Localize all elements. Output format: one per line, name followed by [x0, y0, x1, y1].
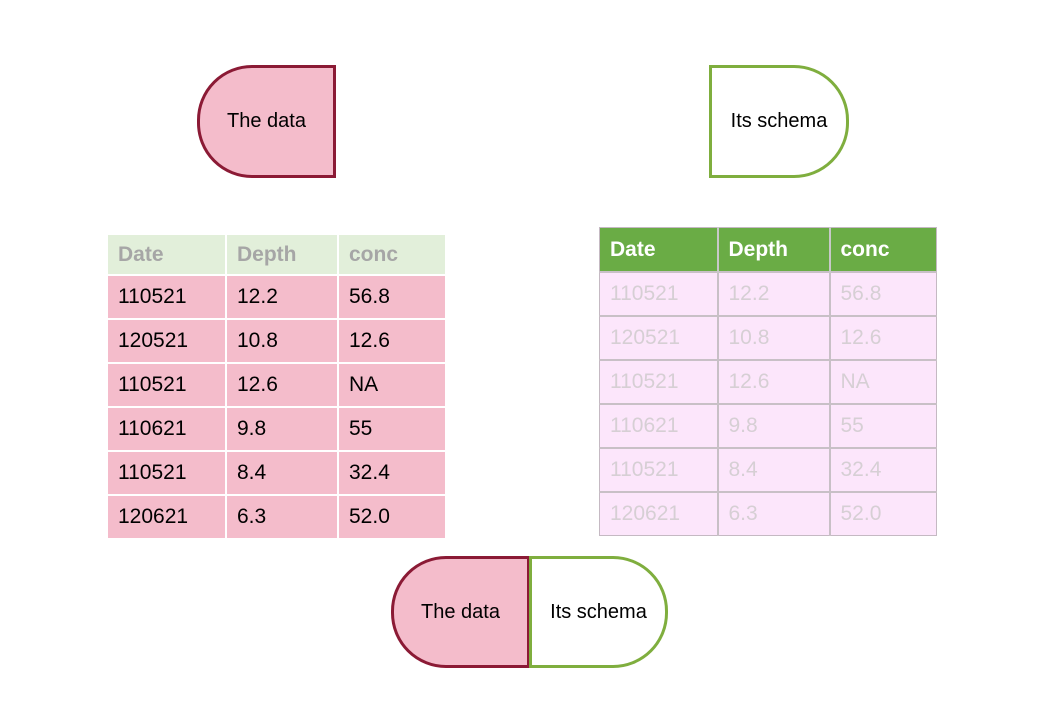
schema-table-header-depth: Depth — [717, 227, 831, 272]
data-cell-depth: 9.8 — [226, 407, 339, 452]
data-table-row: 110521 12.6 NA — [108, 363, 445, 408]
data-table-row: 110621 9.8 55 — [108, 407, 445, 452]
schema-table-header-date: Date — [599, 227, 719, 272]
data-cell-conc: 56.8 — [338, 275, 445, 320]
data-table-header-row: Date Depth conc — [108, 235, 445, 276]
schema-shape-bottom-label: Its schema — [550, 600, 647, 623]
schema-cell-conc: 56.8 — [829, 271, 937, 316]
schema-shape-top-label: Its schema — [730, 110, 828, 132]
data-cell-date: 110621 — [108, 407, 227, 452]
schema-cell-date: 110521 — [599, 359, 719, 404]
schema-table-header-row: Date Depth conc — [599, 227, 937, 272]
data-table-header-date: Date — [108, 235, 227, 276]
schema-cell-conc: 32.4 — [829, 447, 937, 492]
schema-table-row: 120621 6.3 52.0 — [599, 491, 937, 536]
data-shape-bottom-label: The data — [421, 600, 500, 623]
schema-cell-date: 120521 — [599, 315, 719, 360]
data-table-row: 110521 8.4 32.4 — [108, 451, 445, 496]
data-cell-depth: 12.2 — [226, 275, 339, 320]
schema-cell-depth: 10.8 — [717, 315, 831, 360]
data-cell-conc: 12.6 — [338, 319, 445, 364]
schema-cell-conc: 12.6 — [829, 315, 937, 360]
schema-cell-depth: 8.4 — [717, 447, 831, 492]
data-table-header-depth: Depth — [226, 235, 339, 276]
data-cell-depth: 6.3 — [226, 495, 339, 538]
schema-cell-date: 110521 — [599, 447, 719, 492]
schema-table-row: 120521 10.8 12.6 — [599, 315, 937, 360]
data-cell-date: 110521 — [108, 451, 227, 496]
data-table-row: 120621 6.3 52.0 — [108, 495, 445, 538]
schema-table-row: 110521 12.2 56.8 — [599, 271, 937, 316]
data-cell-date: 110521 — [108, 275, 227, 320]
data-cell-depth: 10.8 — [226, 319, 339, 364]
data-shape-bottom: The data — [391, 556, 530, 668]
data-cell-conc: 32.4 — [338, 451, 445, 496]
schema-cell-depth: 6.3 — [717, 491, 831, 536]
schema-shape-bottom: Its schema — [529, 556, 668, 668]
data-cell-conc: 55 — [338, 407, 445, 452]
schema-cell-depth: 12.6 — [717, 359, 831, 404]
data-cell-date: 120621 — [108, 495, 227, 538]
data-cell-conc: 52.0 — [338, 495, 445, 538]
schema-cell-depth: 12.2 — [717, 271, 831, 316]
data-cell-conc: NA — [338, 363, 445, 408]
schema-shape-top: Its schema — [709, 65, 849, 178]
data-table-row: 120521 10.8 12.6 — [108, 319, 445, 364]
schema-cell-depth: 9.8 — [717, 403, 831, 448]
schema-table-row: 110621 9.8 55 — [599, 403, 937, 448]
schema-table: Date Depth conc 110521 12.2 56.8 120521 … — [599, 227, 937, 536]
schema-table-header-conc: conc — [829, 227, 937, 272]
data-cell-depth: 8.4 — [226, 451, 339, 496]
data-shape-top-label: The data — [227, 110, 306, 132]
schema-table-row: 110521 8.4 32.4 — [599, 447, 937, 492]
data-cell-date: 110521 — [108, 363, 227, 408]
data-table-header-conc: conc — [338, 235, 445, 276]
schema-cell-date: 120621 — [599, 491, 719, 536]
schema-cell-conc: 52.0 — [829, 491, 937, 536]
schema-cell-conc: NA — [829, 359, 937, 404]
data-cell-date: 120521 — [108, 319, 227, 364]
schema-cell-date: 110621 — [599, 403, 719, 448]
schema-cell-conc: 55 — [829, 403, 937, 448]
data-table: Date Depth conc 110521 12.2 56.8 120521 … — [108, 235, 445, 538]
data-cell-depth: 12.6 — [226, 363, 339, 408]
data-table-row: 110521 12.2 56.8 — [108, 275, 445, 320]
schema-table-row: 110521 12.6 NA — [599, 359, 937, 404]
schema-cell-date: 110521 — [599, 271, 719, 316]
data-shape-top: The data — [197, 65, 336, 178]
